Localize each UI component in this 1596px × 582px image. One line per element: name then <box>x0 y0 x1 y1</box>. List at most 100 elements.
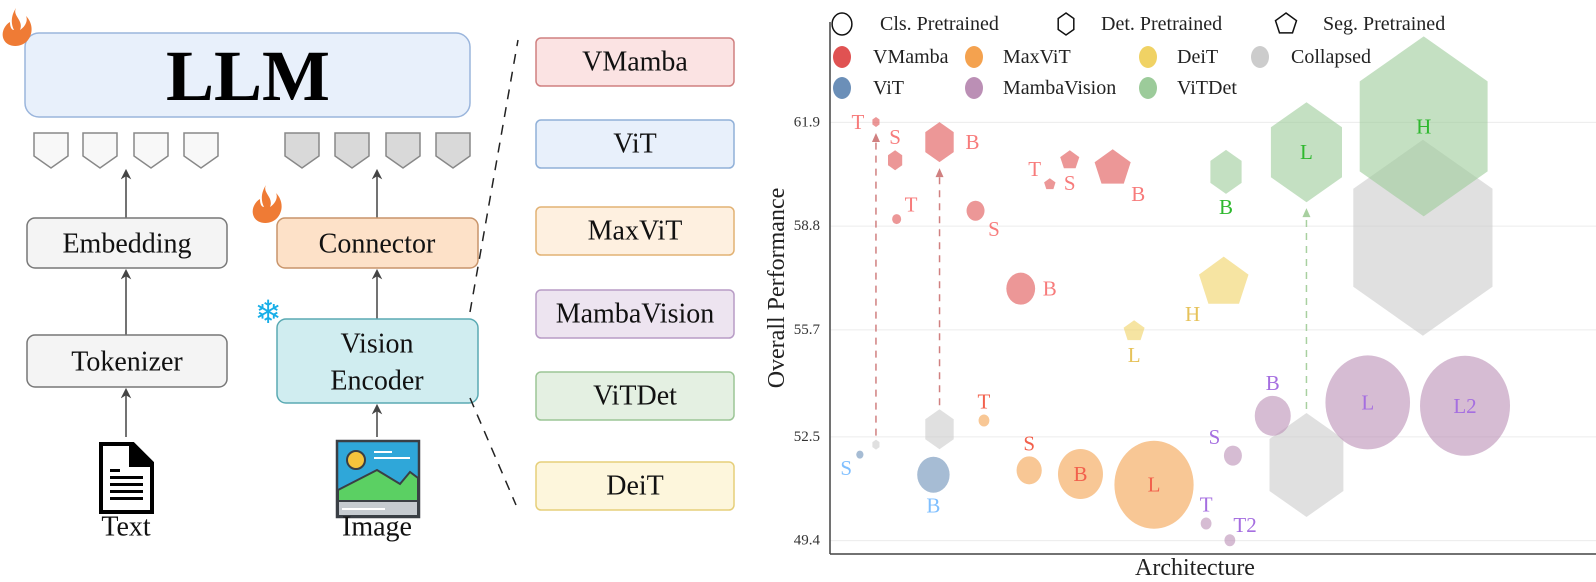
point-mambavision-circle <box>1325 355 1411 450</box>
vision-encoder-label-line2: Encoder <box>330 366 424 397</box>
point-vmamba-hexagon <box>888 150 903 171</box>
legend-swatch <box>833 77 851 99</box>
data-point: T <box>978 389 991 427</box>
token <box>183 132 219 169</box>
legend-label: Cls. Pretrained <box>880 13 999 35</box>
llm-label: LLM <box>166 36 330 116</box>
data-point <box>1269 413 1344 517</box>
architecture-label: ViT <box>613 129 656 160</box>
legend-swatch <box>1139 46 1157 68</box>
data-point: S <box>1060 150 1080 195</box>
data-point: T <box>1028 157 1056 190</box>
legend-label: MaxViT <box>1003 46 1071 68</box>
image-icon <box>335 439 421 519</box>
token <box>334 132 370 169</box>
architecture-label: ViTDet <box>593 381 677 412</box>
token <box>82 132 118 169</box>
point-vmamba-hexagon <box>925 122 954 163</box>
data-point: B <box>917 456 950 518</box>
point-vmamba-pentagon <box>1060 150 1080 169</box>
data-point: S <box>1016 431 1042 485</box>
data-point: T <box>892 193 918 225</box>
point-label: T2 <box>1233 513 1256 537</box>
architecture-item: ViTDet <box>535 371 735 421</box>
hexagon-icon <box>1057 12 1075 36</box>
legend-item-hexagon: Det. Pretrained <box>1057 12 1222 36</box>
legend-swatch <box>1139 77 1157 99</box>
data-point: B <box>1057 449 1103 500</box>
data-point: L <box>1114 440 1194 529</box>
point-label: S <box>988 217 1000 241</box>
data-point <box>925 409 954 450</box>
point-label: L2 <box>1453 394 1476 418</box>
y-axis-title: Overall Performance <box>764 188 790 389</box>
architecture-item: VMamba <box>535 37 735 87</box>
dashed-connector <box>469 397 517 506</box>
tokenizer-label: Tokenizer <box>71 347 183 378</box>
flame-icon <box>252 185 282 223</box>
connector-label: Connector <box>319 229 436 260</box>
point-label: L <box>1300 140 1313 164</box>
architecture-label: MambaVision <box>556 299 715 330</box>
point-label: B <box>1043 277 1057 301</box>
legend-swatch <box>965 77 983 99</box>
point-maxvit-circle <box>1016 456 1042 485</box>
legend-label: DeiT <box>1177 46 1218 68</box>
architecture-item: DeiT <box>535 461 735 511</box>
vision-encoder-label-line1: Vision <box>341 329 414 360</box>
collapse-arrow <box>871 133 880 436</box>
point-maxvit-circle <box>1114 440 1194 529</box>
token <box>133 132 169 169</box>
point-label: L <box>1128 343 1141 367</box>
data-point: B <box>925 122 980 163</box>
data-point: B <box>1254 371 1291 436</box>
point-mambavision-circle <box>1254 395 1291 436</box>
point-collapsed-hexagon <box>1269 413 1344 517</box>
point-vit-circle <box>856 450 864 459</box>
point-deit-pentagon <box>1199 256 1249 304</box>
collapse-arrow <box>1302 208 1311 409</box>
point-label: B <box>926 494 940 518</box>
token <box>435 132 471 169</box>
legend-item-vmamba: VMamba <box>833 46 949 68</box>
data-point: L <box>1123 320 1145 367</box>
embedding-block: Embedding <box>26 217 228 269</box>
legend-item-pentagon: Seg. Pretrained <box>1274 12 1445 35</box>
token <box>385 132 421 169</box>
architecture-item: MambaVision <box>535 289 735 339</box>
legend-item-collapsed: Collapsed <box>1251 46 1371 68</box>
embedding-label: Embedding <box>62 229 191 260</box>
legend-item-circle: Cls. Pretrained <box>831 12 999 36</box>
point-label: S <box>840 456 852 480</box>
point-vmamba-circle <box>1006 272 1036 305</box>
data-point: T <box>1200 493 1213 530</box>
point-label: L <box>1361 390 1374 414</box>
legend-label: VMamba <box>873 46 949 68</box>
architecture-label: DeiT <box>606 471 664 502</box>
text-input-label: Text <box>101 512 151 543</box>
legend-item-maxvit: MaxViT <box>965 46 1071 68</box>
point-vit-circle <box>917 456 950 493</box>
llm-block: LLM <box>24 32 471 118</box>
legend-label: ViT <box>873 77 904 99</box>
legend-label: ViTDet <box>1177 77 1237 99</box>
collapse-arrow <box>935 168 944 406</box>
image-token-row <box>284 132 471 169</box>
point-label: B <box>966 130 980 154</box>
point-label: T <box>978 389 991 413</box>
point-collapsed-hexagon <box>872 439 880 450</box>
point-label: S <box>1023 431 1035 455</box>
point-vitdet-hexagon <box>1270 102 1342 203</box>
point-mambavision-circle <box>1200 517 1212 530</box>
y-ticks: 61.9 58.8 55.7 52.5 49.4 <box>794 114 821 548</box>
token <box>33 132 69 169</box>
data-point: T2 <box>1224 513 1257 547</box>
point-maxvit-circle <box>1057 449 1103 500</box>
point-label: T <box>852 110 865 134</box>
tokenizer-block: Tokenizer <box>26 334 228 388</box>
text-token-row <box>33 132 219 169</box>
point-vmamba-circle <box>892 214 902 225</box>
point-collapsed-hexagon <box>925 409 954 450</box>
